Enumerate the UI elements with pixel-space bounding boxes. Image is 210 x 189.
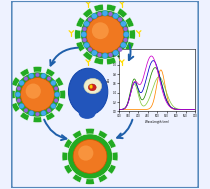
Wedge shape: [90, 139, 116, 156]
Wedge shape: [105, 4, 116, 34]
Wedge shape: [105, 34, 134, 52]
Wedge shape: [37, 94, 63, 112]
Wedge shape: [37, 90, 65, 99]
Wedge shape: [94, 4, 105, 34]
Wedge shape: [105, 34, 127, 61]
Circle shape: [24, 77, 28, 81]
Circle shape: [113, 13, 118, 19]
Circle shape: [17, 98, 21, 103]
Circle shape: [54, 86, 58, 91]
Wedge shape: [20, 68, 37, 94]
Circle shape: [47, 77, 51, 81]
Wedge shape: [94, 34, 105, 65]
Wedge shape: [90, 152, 118, 161]
Circle shape: [15, 92, 20, 97]
Wedge shape: [83, 34, 105, 61]
Circle shape: [82, 27, 87, 31]
Circle shape: [108, 53, 113, 57]
Wedge shape: [75, 30, 105, 39]
Circle shape: [29, 73, 34, 78]
Circle shape: [118, 47, 122, 52]
Circle shape: [121, 42, 126, 48]
Circle shape: [97, 12, 102, 16]
Wedge shape: [37, 68, 55, 94]
Circle shape: [81, 32, 87, 37]
Wedge shape: [105, 34, 116, 65]
Wedge shape: [72, 156, 90, 182]
Wedge shape: [86, 156, 94, 184]
Wedge shape: [76, 34, 105, 52]
Wedge shape: [72, 130, 90, 156]
Ellipse shape: [84, 78, 102, 94]
Circle shape: [108, 12, 113, 16]
Circle shape: [26, 84, 41, 99]
Circle shape: [102, 53, 108, 58]
Circle shape: [41, 111, 46, 116]
Circle shape: [17, 86, 21, 91]
Circle shape: [113, 50, 118, 56]
Wedge shape: [37, 94, 55, 121]
Circle shape: [86, 16, 124, 53]
Wedge shape: [64, 156, 90, 174]
Wedge shape: [90, 156, 116, 174]
Circle shape: [123, 32, 129, 37]
Circle shape: [78, 146, 93, 161]
Wedge shape: [76, 17, 105, 34]
Circle shape: [88, 17, 92, 22]
Circle shape: [121, 21, 126, 27]
Wedge shape: [90, 156, 108, 182]
Wedge shape: [62, 152, 90, 161]
Circle shape: [51, 80, 56, 86]
Circle shape: [41, 73, 46, 78]
Circle shape: [123, 27, 128, 31]
Wedge shape: [37, 77, 63, 94]
Circle shape: [102, 10, 108, 16]
Ellipse shape: [88, 84, 96, 91]
Wedge shape: [90, 130, 108, 156]
Circle shape: [88, 47, 92, 52]
Wedge shape: [9, 90, 37, 99]
Ellipse shape: [68, 68, 108, 115]
Circle shape: [54, 98, 58, 103]
Wedge shape: [105, 30, 135, 39]
Wedge shape: [20, 94, 37, 121]
Circle shape: [47, 108, 51, 112]
Wedge shape: [33, 67, 42, 94]
Circle shape: [35, 112, 39, 116]
Circle shape: [92, 50, 97, 56]
Circle shape: [54, 92, 60, 97]
Wedge shape: [33, 94, 42, 122]
Wedge shape: [11, 94, 37, 112]
Circle shape: [35, 73, 39, 77]
Circle shape: [82, 38, 87, 42]
Circle shape: [97, 53, 102, 57]
Circle shape: [118, 17, 122, 22]
Circle shape: [92, 22, 109, 39]
Circle shape: [19, 80, 24, 86]
Circle shape: [24, 108, 28, 112]
Wedge shape: [86, 129, 94, 156]
Circle shape: [67, 134, 113, 179]
Circle shape: [51, 103, 56, 109]
Circle shape: [19, 103, 24, 109]
Circle shape: [81, 10, 129, 59]
Wedge shape: [105, 8, 127, 34]
Ellipse shape: [90, 85, 93, 88]
Circle shape: [29, 111, 34, 116]
Circle shape: [21, 78, 54, 111]
Wedge shape: [105, 17, 134, 34]
Wedge shape: [11, 77, 37, 94]
Wedge shape: [83, 8, 105, 34]
Ellipse shape: [79, 108, 96, 119]
Wedge shape: [64, 139, 90, 156]
Circle shape: [84, 21, 89, 27]
Circle shape: [73, 139, 107, 173]
Circle shape: [15, 72, 60, 117]
Circle shape: [84, 42, 89, 48]
Circle shape: [92, 13, 97, 19]
Circle shape: [123, 38, 128, 42]
